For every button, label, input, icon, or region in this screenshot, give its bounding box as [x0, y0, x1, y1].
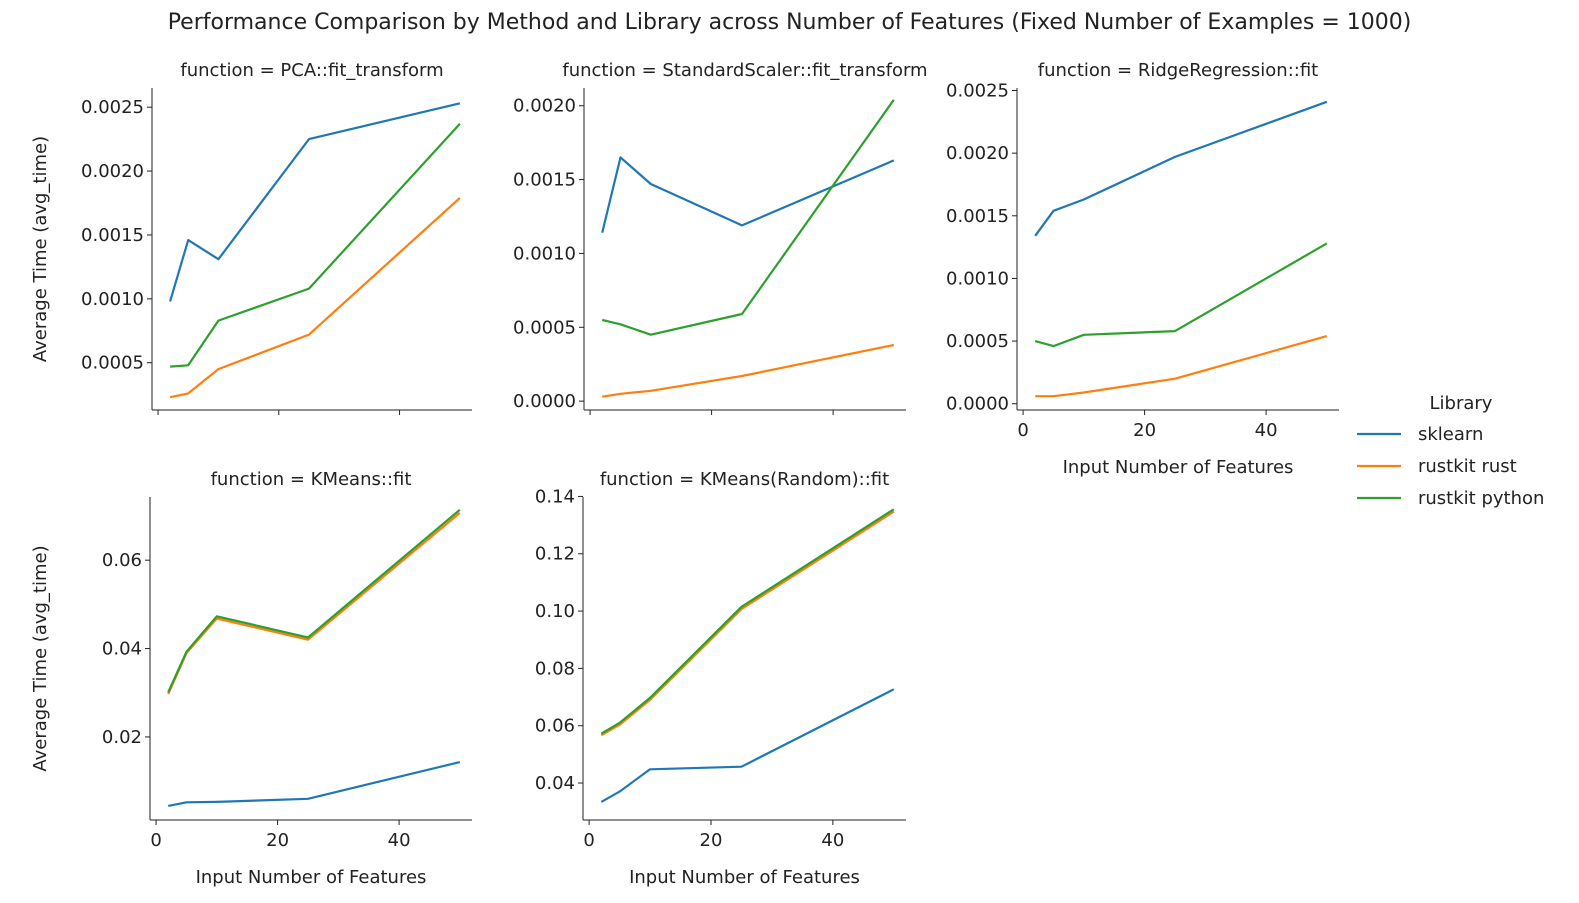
- x-tick-label: 40: [1255, 420, 1278, 441]
- y-tick-label: 0.0000: [946, 394, 1009, 415]
- series-line-rustkit-python: [1034, 242, 1328, 348]
- y-tick-label: 0.0025: [946, 81, 1009, 102]
- y-tick-label: 0.0000: [513, 391, 576, 412]
- y-tick-label: 0.10: [535, 601, 575, 622]
- legend: Library sklearn rustkit rust rustkit python: [1357, 393, 1544, 509]
- facet-title: function = KMeans::fit: [211, 469, 412, 490]
- facet-2: 0.0000 0.0005 0.0010 0.0015 0.0020 function =…: [513, 60, 928, 415]
- y-tick-label: 0.06: [535, 716, 575, 737]
- figure-title: Performance Comparison by Method and Lib…: [167, 10, 1412, 35]
- series-line-sklearn: [1034, 100, 1328, 237]
- facet-3: 0.0000 0.0005 0.0010 0.0015 0.0020 0.0025 0 20 4…: [946, 60, 1339, 478]
- facet-title: function = RidgeRegression::fit: [1038, 60, 1318, 81]
- series-line-rustkit-rust: [1035, 335, 1328, 398]
- series-line-rustkit-rust: [169, 197, 461, 399]
- y-tick-label: 0.04: [102, 639, 142, 660]
- x-axis-label: Input Number of Features: [1063, 457, 1294, 478]
- series-line-rustkit-python: [600, 508, 895, 735]
- series-line-rustkit-rust: [600, 510, 895, 737]
- x-axis-label: Input Number of Features: [196, 867, 427, 888]
- facet-title: function = PCA::fit_transform: [180, 60, 443, 81]
- y-tick-label: 0.0010: [946, 268, 1009, 289]
- series-line-rustkit-python: [170, 123, 461, 368]
- y-tick-label: 0.0020: [513, 96, 576, 117]
- y-tick-label: 0.14: [535, 486, 575, 507]
- series-line-rustkit-rust: [602, 343, 895, 398]
- series-line-sklearn: [167, 761, 461, 807]
- x-tick-label: 40: [821, 830, 844, 851]
- legend-title: Library: [1430, 393, 1493, 414]
- y-tick-label: 0.0005: [513, 317, 576, 338]
- series-line-rustkit-python: [601, 99, 895, 336]
- y-tick-label: 0.0005: [81, 353, 144, 374]
- facet-4: 0.02 0.04 0.060 20 40 function = KMeans::fitA…: [30, 469, 472, 888]
- facet-title: function = KMeans(Random)::fit: [600, 469, 889, 490]
- legend-label-sklearn: sklearn: [1418, 424, 1483, 445]
- legend-label-rustkit-python: rustkit python: [1418, 488, 1544, 509]
- y-tick-label: 0.0020: [946, 143, 1009, 164]
- x-axis-label: Input Number of Features: [629, 867, 860, 888]
- x-tick-label: 20: [266, 830, 289, 851]
- series-line-rustkit-rust: [167, 512, 461, 695]
- facet-5: 0.04 0.06 0.08 0.10 0.12 0.14 0 20 40 function = …: [535, 469, 906, 888]
- x-tick-label: 0: [150, 830, 161, 851]
- x-tick-label: 20: [1133, 420, 1156, 441]
- legend-label-rustkit-rust: rustkit rust: [1418, 456, 1517, 477]
- y-tick-label: 0.0010: [513, 243, 576, 264]
- y-tick-label: 0.06: [102, 550, 142, 571]
- series-line-rustkit-python: [167, 508, 461, 693]
- x-tick-label: 0: [1017, 420, 1028, 441]
- y-tick-label: 0.04: [535, 773, 575, 794]
- x-tick-label: 40: [388, 830, 411, 851]
- facet-1: 0.0005 0.0010 0.0015 0.0020 0.0025 function =…: [30, 60, 472, 415]
- x-tick-label: 20: [700, 830, 723, 851]
- y-tick-label: 0.0015: [513, 170, 576, 191]
- y-tick-label: 0.0010: [81, 289, 144, 310]
- series-line-sklearn: [601, 156, 895, 234]
- x-tick-label: 0: [583, 830, 594, 851]
- series-line-sklearn: [169, 102, 461, 302]
- y-tick-label: 0.12: [535, 544, 575, 565]
- y-tick-label: 0.02: [102, 727, 142, 748]
- y-tick-label: 0.0020: [81, 161, 144, 182]
- y-axis-label: Average Time (avg_time): [30, 136, 51, 362]
- facet-title: function = StandardScaler::fit_transform: [562, 60, 927, 81]
- y-tick-label: 0.0015: [946, 206, 1009, 227]
- y-axis-label: Average Time (avg_time): [30, 545, 51, 771]
- y-tick-label: 0.0015: [81, 225, 144, 246]
- y-tick-label: 0.0005: [946, 331, 1009, 352]
- y-tick-label: 0.08: [535, 658, 575, 679]
- y-tick-label: 0.0025: [81, 97, 144, 118]
- series-line-sklearn: [600, 688, 895, 803]
